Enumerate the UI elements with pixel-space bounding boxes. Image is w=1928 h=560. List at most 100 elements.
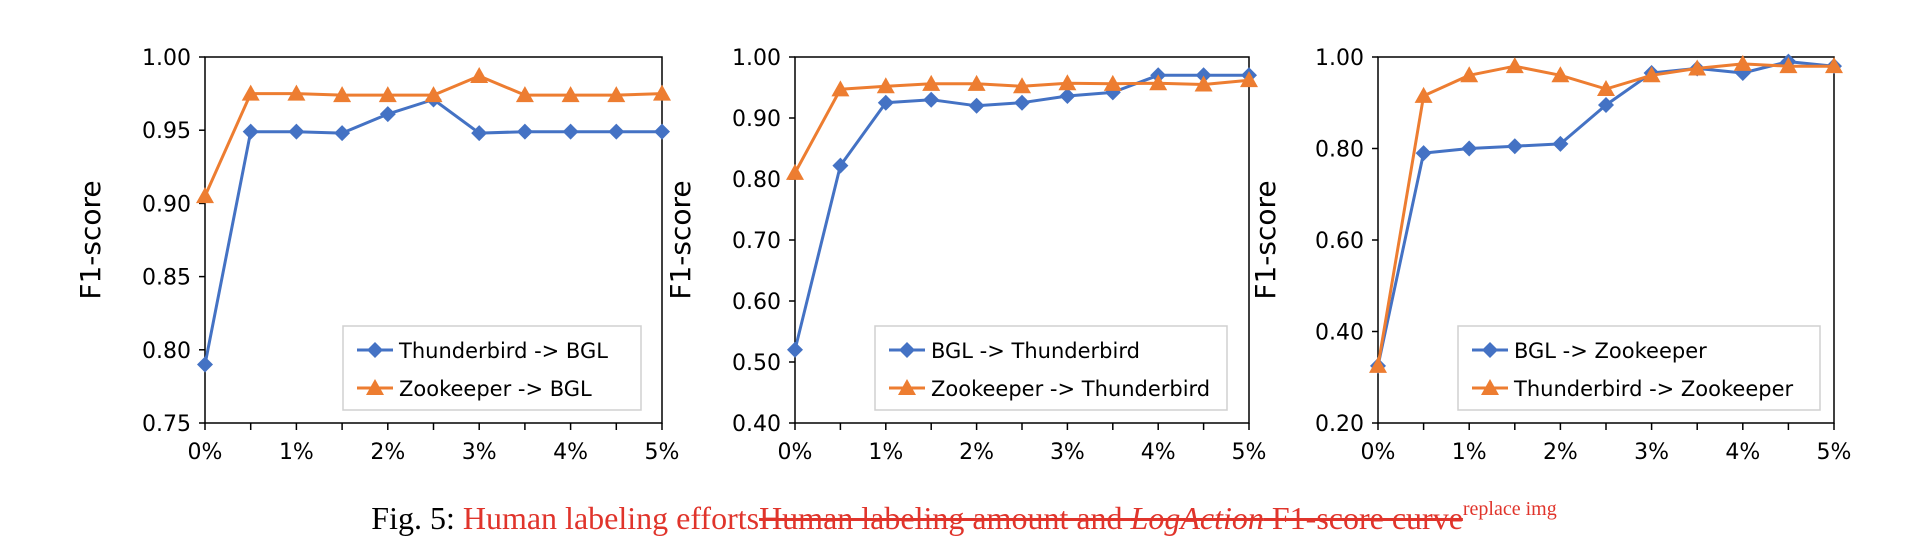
data-point-bgl-thunderbird <box>877 94 894 111</box>
data-point-bgl-thunderbird <box>1014 94 1030 111</box>
y-axis-label: F1-score <box>664 180 697 299</box>
data-point-zookeeper-thunderbird <box>967 74 986 91</box>
y-tick-label: 0.50 <box>732 351 781 376</box>
data-point-thunderbird-zookeeper <box>1642 66 1661 83</box>
data-point-thunderbird-bgl <box>197 356 213 373</box>
y-tick-label: 0.85 <box>142 266 191 291</box>
legend-label: BGL -> Thunderbird <box>931 339 1140 363</box>
x-tick-label: 5% <box>1232 440 1267 465</box>
chart-panel-bgl-thunderbird-to-zookeeper: 0.20 0.40 0.60 0.80 1.00 0% 1% 2% 3% 4% 5% F1-score… <box>1249 46 1851 465</box>
chart-panel-bgl-zookeeper-to-thunderbird: 0.40 0.50 0.60 0.70 0.80 0.90 1.00 0% 1% 2% 3% 4% 5%… <box>664 46 1266 465</box>
y-axis-label: F1-score <box>1249 180 1282 299</box>
data-point-thunderbird-bgl <box>562 123 579 140</box>
series-line-zookeeper-thunderbird <box>793 78 1250 174</box>
caption-deleted-text: Human labeling amount and LogAction F1-s… <box>759 500 1463 536</box>
data-point-zookeeper-thunderbird <box>1194 75 1213 92</box>
legend-box <box>1457 325 1821 411</box>
data-point-thunderbird-zookeeper <box>1825 57 1843 74</box>
caption-deleted-italic: LogAction <box>1130 500 1264 536</box>
y-tick-label: 0.70 <box>732 229 781 254</box>
data-point-zookeeper-thunderbird <box>831 80 850 97</box>
y-tick-label: 0.20 <box>1315 412 1364 437</box>
data-point-bgl-zookeeper <box>1598 97 1614 114</box>
legend-box <box>874 325 1228 411</box>
x-tick-label: 1% <box>868 440 903 465</box>
data-point-zookeeper-bgl <box>607 86 626 103</box>
x-tick-label: 2% <box>370 440 405 465</box>
data-point-bgl-thunderbird <box>787 341 803 358</box>
y-tick-label: 0.80 <box>142 339 191 364</box>
legend-marker-diamond <box>1482 342 1498 358</box>
data-point-zookeeper-thunderbird <box>1149 74 1168 91</box>
y-axis-label: F1-score <box>74 180 107 299</box>
x-tick-label: 5% <box>645 440 680 465</box>
data-point-thunderbird-zookeeper <box>1369 356 1387 373</box>
data-point-thunderbird-bgl <box>334 125 351 142</box>
y-tick-label: 0.40 <box>1315 321 1364 346</box>
caption-deleted-part-1: Human labeling amount and <box>759 500 1131 536</box>
data-point-zookeeper-bgl <box>470 67 489 84</box>
data-point-zookeeper-thunderbird <box>786 163 804 180</box>
data-point-zookeeper-thunderbird <box>1240 71 1258 88</box>
x-tick-label: 3% <box>1050 440 1085 465</box>
data-point-thunderbird-bgl <box>288 123 305 140</box>
legend-label: Thunderbird -> BGL <box>398 339 608 363</box>
legend-marker-triangle <box>1481 379 1499 395</box>
data-point-zookeeper-bgl <box>653 84 671 101</box>
data-point-thunderbird-bgl <box>654 123 670 140</box>
caption-prefix: Fig. 5: <box>371 500 463 536</box>
data-point-zookeeper-bgl <box>424 86 443 103</box>
y-tick-label: 0.90 <box>732 107 781 132</box>
legend-box <box>342 325 642 411</box>
data-point-thunderbird-zookeeper <box>1551 66 1570 83</box>
data-point-bgl-zookeeper <box>1552 135 1569 152</box>
chart-panel-thunderbird-zookeeper-to-bgl: 0.75 0.80 0.85 0.90 0.95 1.00 0% 1% 2% 3% 4% 5% F1-s… <box>74 46 679 465</box>
x-tick-label: 1% <box>279 440 314 465</box>
caption-inserted-text: Human labeling efforts <box>462 500 760 536</box>
data-point-thunderbird-bgl <box>242 123 259 140</box>
data-point-thunderbird-zookeeper <box>1779 57 1798 74</box>
data-point-bgl-thunderbird <box>923 91 940 108</box>
data-point-zookeeper-bgl <box>196 187 214 204</box>
y-tick-label: 0.95 <box>142 119 191 144</box>
data-point-thunderbird-zookeeper <box>1460 66 1479 83</box>
x-tick-label: 3% <box>1634 440 1669 465</box>
y-tick-label: 1.00 <box>142 46 191 71</box>
legend-label: Zookeeper -> BGL <box>399 377 592 401</box>
y-tick-label: 0.60 <box>1315 229 1364 254</box>
legend-label: Zookeeper -> Thunderbird <box>931 377 1210 401</box>
data-point-bgl-thunderbird <box>832 157 849 174</box>
caption-deleted-part-2: F1-score curve <box>1263 500 1463 536</box>
x-tick-label: 0% <box>778 440 813 465</box>
data-point-thunderbird-zookeeper <box>1505 57 1524 74</box>
x-tick-label: 2% <box>959 440 994 465</box>
x-tick-label: 3% <box>462 440 497 465</box>
series-line-thunderbird-bgl <box>203 98 662 365</box>
data-point-bgl-thunderbird <box>1195 67 1212 84</box>
data-point-zookeeper-bgl <box>378 86 397 103</box>
x-tick-label: 5% <box>1817 440 1852 465</box>
y-tick-label: 0.80 <box>732 168 781 193</box>
data-point-bgl-thunderbird <box>1059 88 1076 105</box>
legend-marker-triangle <box>366 379 384 395</box>
legend-marker-diamond <box>899 342 915 358</box>
data-point-bgl-thunderbird <box>968 97 985 114</box>
data-point-thunderbird-zookeeper <box>1414 86 1433 103</box>
x-tick-label: 2% <box>1543 440 1578 465</box>
data-point-zookeeper-thunderbird <box>1013 77 1031 94</box>
x-tick-label: 0% <box>1361 440 1396 465</box>
data-point-bgl-zookeeper <box>1506 138 1523 155</box>
data-point-zookeeper-bgl <box>515 86 534 103</box>
data-point-thunderbird-bgl <box>516 123 533 140</box>
x-tick-label: 0% <box>188 440 223 465</box>
y-tick-label: 0.90 <box>142 192 191 217</box>
data-point-thunderbird-zookeeper <box>1688 59 1707 76</box>
data-point-zookeeper-thunderbird <box>1058 74 1077 91</box>
legend-marker-diamond <box>367 342 383 358</box>
data-point-zookeeper-bgl <box>333 86 352 103</box>
data-point-thunderbird-bgl <box>379 106 396 123</box>
legend-label: Thunderbird -> Zookeeper <box>1513 377 1794 401</box>
data-point-zookeeper-thunderbird <box>876 77 895 94</box>
x-tick-label: 4% <box>553 440 588 465</box>
